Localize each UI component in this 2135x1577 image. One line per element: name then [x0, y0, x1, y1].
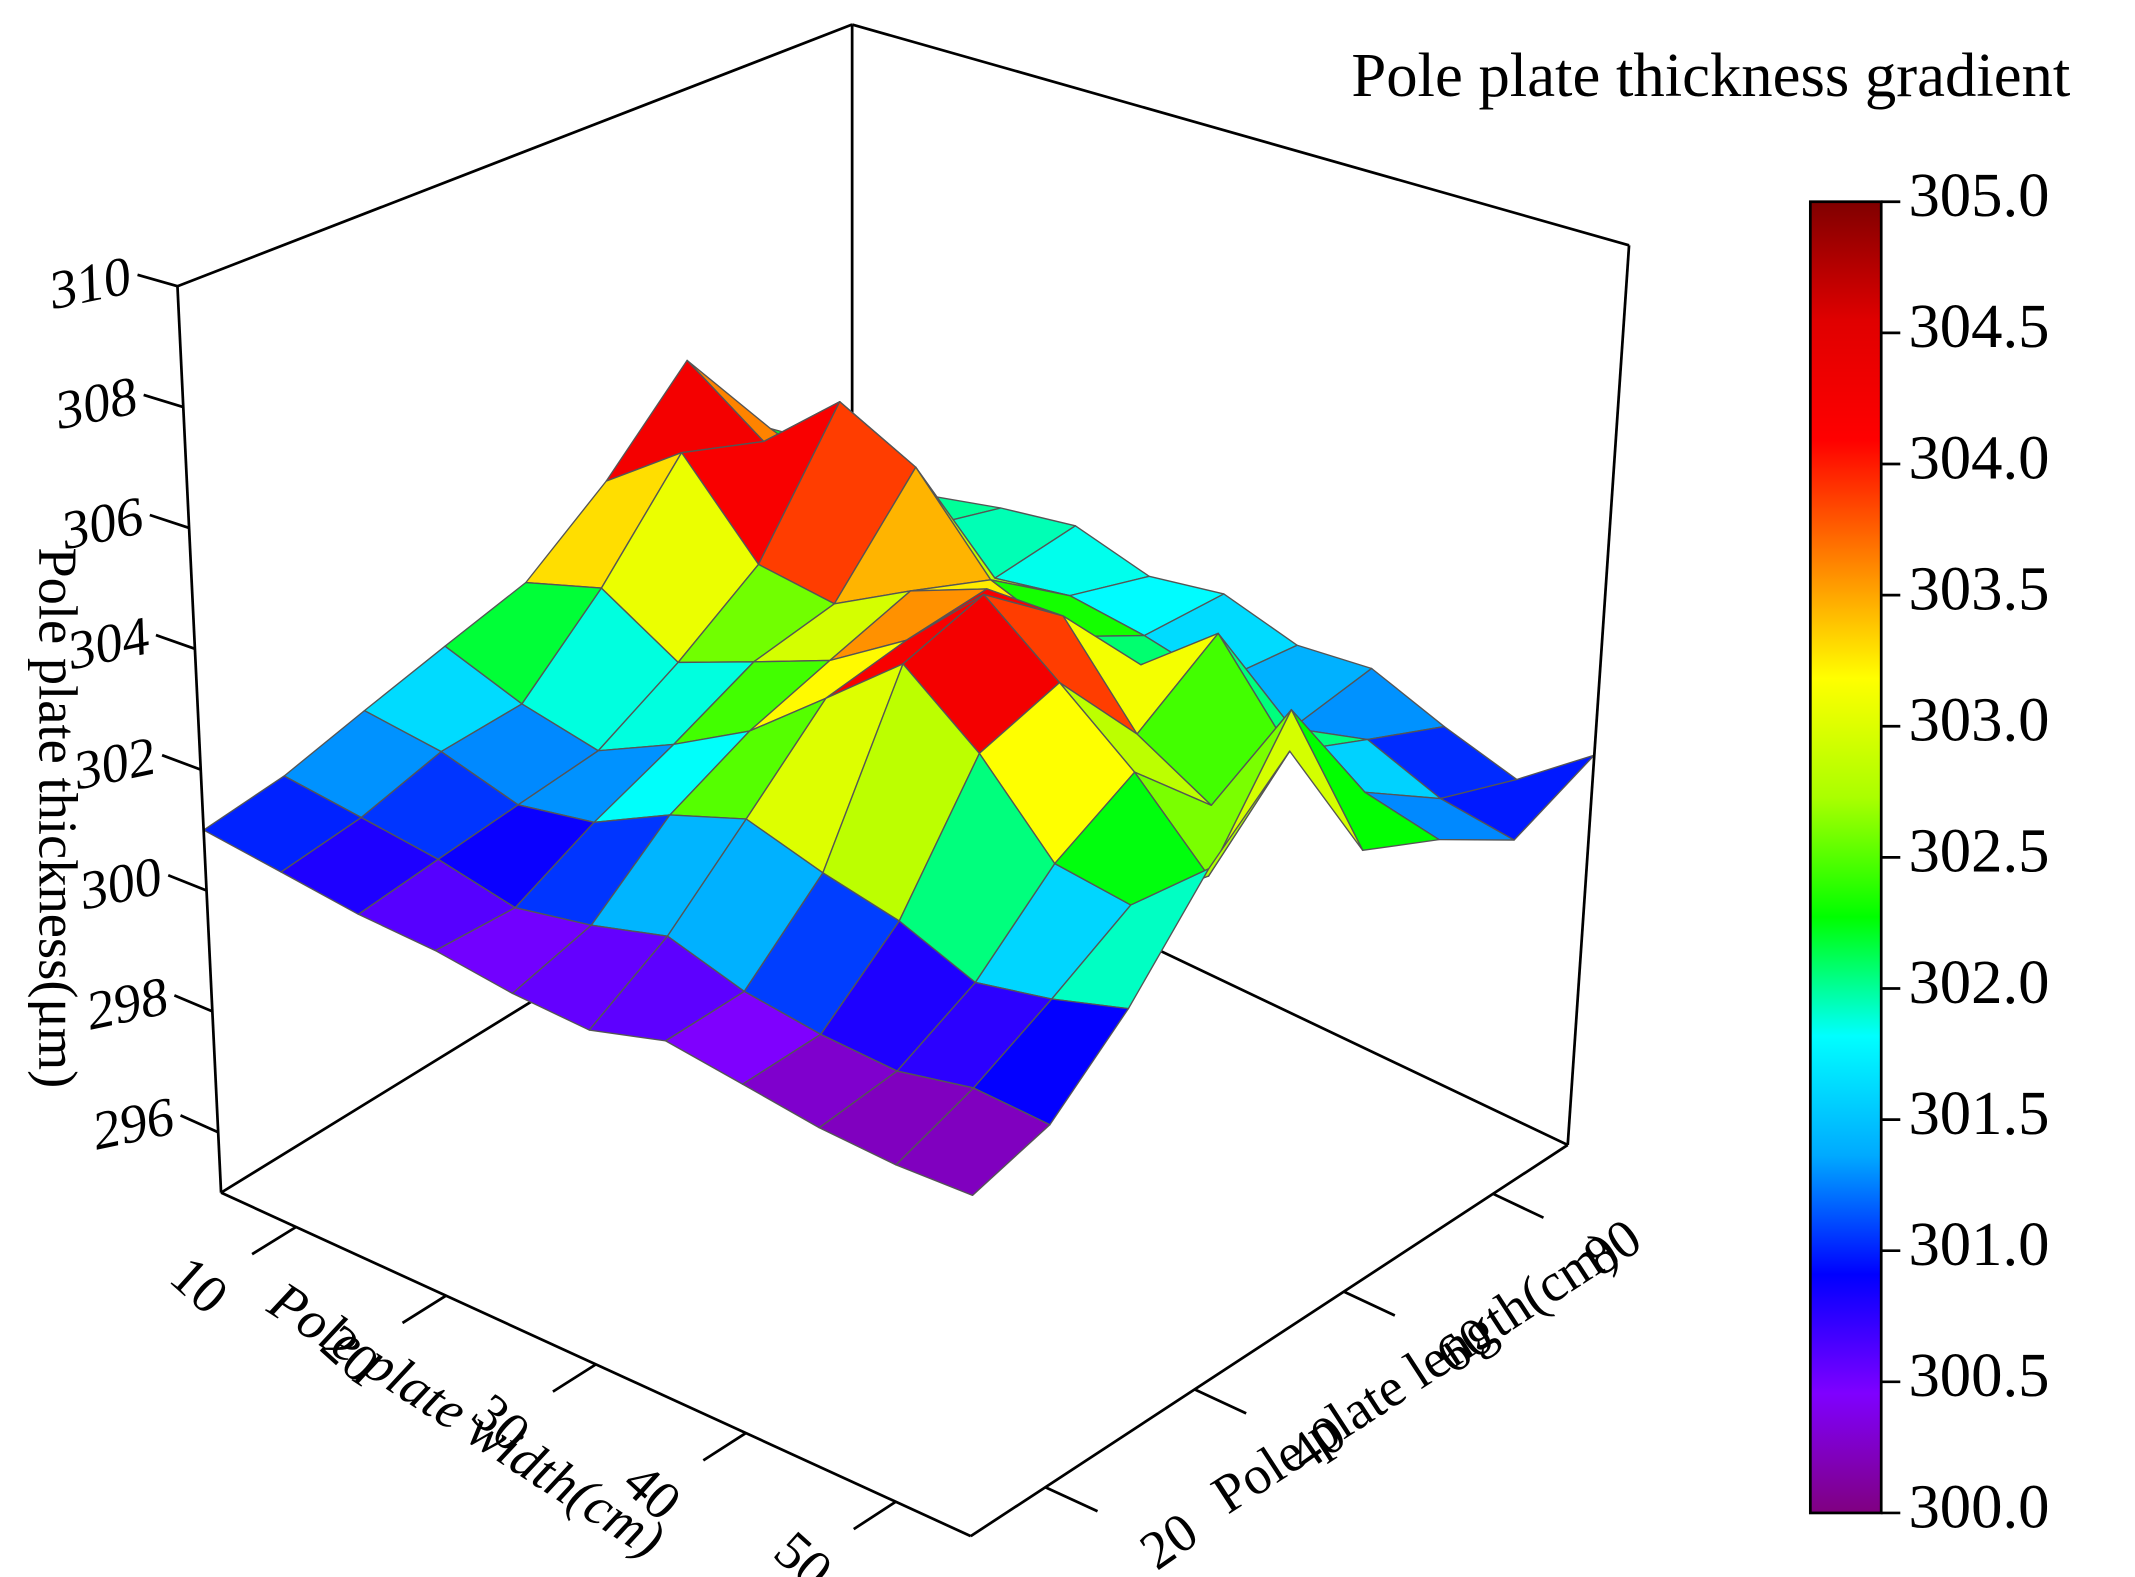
z-tick — [143, 393, 184, 409]
colorbar-tick-label: 304.0 — [1908, 422, 2049, 492]
z-tick-label: 296 — [87, 1085, 180, 1162]
colorbar-title: Pole plate thickness gradient — [1351, 40, 2071, 110]
colorbar — [1808, 200, 1883, 1515]
y-tick — [1492, 1192, 1545, 1219]
y-axis-label: Pole plate length(cm) — [1201, 1218, 1628, 1525]
colorbar-tick-label: 303.5 — [1908, 553, 2049, 623]
box-edge — [1566, 245, 1631, 1146]
z-tick — [155, 633, 196, 651]
z-tick — [137, 273, 178, 288]
box-edge — [220, 1191, 972, 1538]
colorbar-tick-label: 300.0 — [1908, 1471, 2049, 1541]
z-tick — [149, 513, 190, 530]
x-tick — [401, 1294, 447, 1325]
y-tick — [1044, 1485, 1099, 1513]
x-tick — [702, 1431, 747, 1462]
z-tick — [167, 873, 208, 892]
z-axis-label: Pole plate thickness(μm) — [28, 547, 89, 1088]
colorbar-tick-label: 302.0 — [1908, 947, 2049, 1017]
colorbar-tick-label: 301.0 — [1908, 1209, 2049, 1279]
z-tick — [179, 1114, 219, 1134]
x-axis-label: Pole plate width(cm) — [258, 1269, 676, 1570]
colorbar-tick-label: 300.5 — [1908, 1340, 2049, 1410]
surface-patch — [895, 1087, 1051, 1197]
x-tick-label: 10 — [159, 1244, 240, 1326]
box-edge — [969, 1143, 1569, 1538]
colorbar-tick-label: 303.0 — [1908, 685, 2049, 755]
x-tick — [552, 1363, 597, 1393]
x-tick — [251, 1225, 297, 1256]
colorbar-tick-label: 301.5 — [1908, 1078, 2049, 1148]
y-tick — [1343, 1290, 1396, 1317]
x-tick-label: 50 — [763, 1519, 844, 1577]
box-edge — [851, 23, 1630, 247]
colorbar-tick-label: 302.5 — [1908, 816, 2049, 886]
colorbar-tick-label: 304.5 — [1908, 291, 2049, 361]
z-tick-label: 310 — [43, 244, 137, 321]
z-tick — [173, 994, 213, 1013]
z-tick — [161, 753, 202, 771]
colorbar-tick-label: 305.0 — [1908, 160, 2049, 230]
z-tick-label: 298 — [80, 965, 173, 1042]
x-tick — [852, 1500, 897, 1531]
box-edge — [176, 23, 853, 288]
y-tick — [1194, 1388, 1247, 1415]
box-edge — [176, 286, 223, 1193]
y-tick-label: 20 — [1129, 1500, 1209, 1577]
z-tick-label: 308 — [49, 364, 143, 441]
